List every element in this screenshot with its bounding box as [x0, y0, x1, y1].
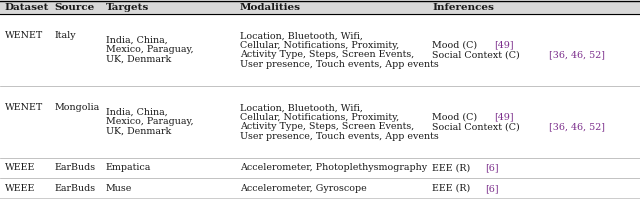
Text: Activity Type, Steps, Screen Events,: Activity Type, Steps, Screen Events,	[240, 122, 414, 131]
Text: WEEE: WEEE	[4, 184, 35, 193]
Text: Accelerometer, Gyroscope: Accelerometer, Gyroscope	[240, 184, 367, 193]
Text: Cellular, Notifications, Proximity,: Cellular, Notifications, Proximity,	[240, 113, 399, 122]
Text: Location, Bluetooth, Wifi,: Location, Bluetooth, Wifi,	[240, 31, 363, 40]
Text: Mexico, Paraguay,: Mexico, Paraguay,	[106, 117, 193, 127]
Text: Social Context (C): Social Context (C)	[432, 50, 523, 59]
Text: WENET: WENET	[4, 103, 43, 112]
Text: User presence, Touch events, App events: User presence, Touch events, App events	[240, 60, 439, 69]
Text: Mood (C): Mood (C)	[432, 41, 480, 50]
Text: India, China,: India, China,	[106, 108, 167, 117]
Text: EarBuds: EarBuds	[54, 164, 95, 173]
Text: Dataset: Dataset	[4, 4, 49, 13]
Text: Mongolia: Mongolia	[54, 103, 100, 112]
Text: [36, 46, 52]: [36, 46, 52]	[549, 50, 605, 59]
Text: Inferences: Inferences	[432, 4, 494, 13]
Text: Italy: Italy	[54, 31, 76, 40]
Text: Accelerometer, Photoplethysmography: Accelerometer, Photoplethysmography	[240, 164, 427, 173]
Text: Empatica: Empatica	[106, 164, 151, 173]
Text: EEE (R): EEE (R)	[432, 184, 473, 193]
Text: India, China,: India, China,	[106, 36, 167, 45]
Text: Mexico, Paraguay,: Mexico, Paraguay,	[106, 46, 193, 55]
Text: Modalities: Modalities	[240, 4, 301, 13]
Text: EEE (R): EEE (R)	[432, 164, 473, 173]
Text: Social Context (C): Social Context (C)	[432, 122, 523, 131]
Text: [49]: [49]	[494, 41, 514, 50]
Text: Mood (C): Mood (C)	[432, 113, 480, 122]
Text: [6]: [6]	[485, 164, 499, 173]
Text: [36, 46, 52]: [36, 46, 52]	[549, 122, 605, 131]
Text: Cellular, Notifications, Proximity,: Cellular, Notifications, Proximity,	[240, 41, 399, 50]
Text: Source: Source	[54, 4, 95, 13]
Text: [49]: [49]	[494, 113, 514, 122]
Text: Muse: Muse	[106, 184, 132, 193]
Text: Activity Type, Steps, Screen Events,: Activity Type, Steps, Screen Events,	[240, 50, 414, 59]
Text: User presence, Touch events, App events: User presence, Touch events, App events	[240, 132, 439, 141]
Bar	[0, 1, 640, 14]
Text: Targets: Targets	[106, 4, 149, 13]
Text: [6]: [6]	[485, 184, 499, 193]
Text: EarBuds: EarBuds	[54, 184, 95, 193]
Text: WEEE: WEEE	[4, 164, 35, 173]
Text: UK, Denmark: UK, Denmark	[106, 55, 171, 64]
Text: Location, Bluetooth, Wifi,: Location, Bluetooth, Wifi,	[240, 103, 363, 112]
Text: UK, Denmark: UK, Denmark	[106, 127, 171, 136]
Text: WENET: WENET	[4, 31, 43, 40]
